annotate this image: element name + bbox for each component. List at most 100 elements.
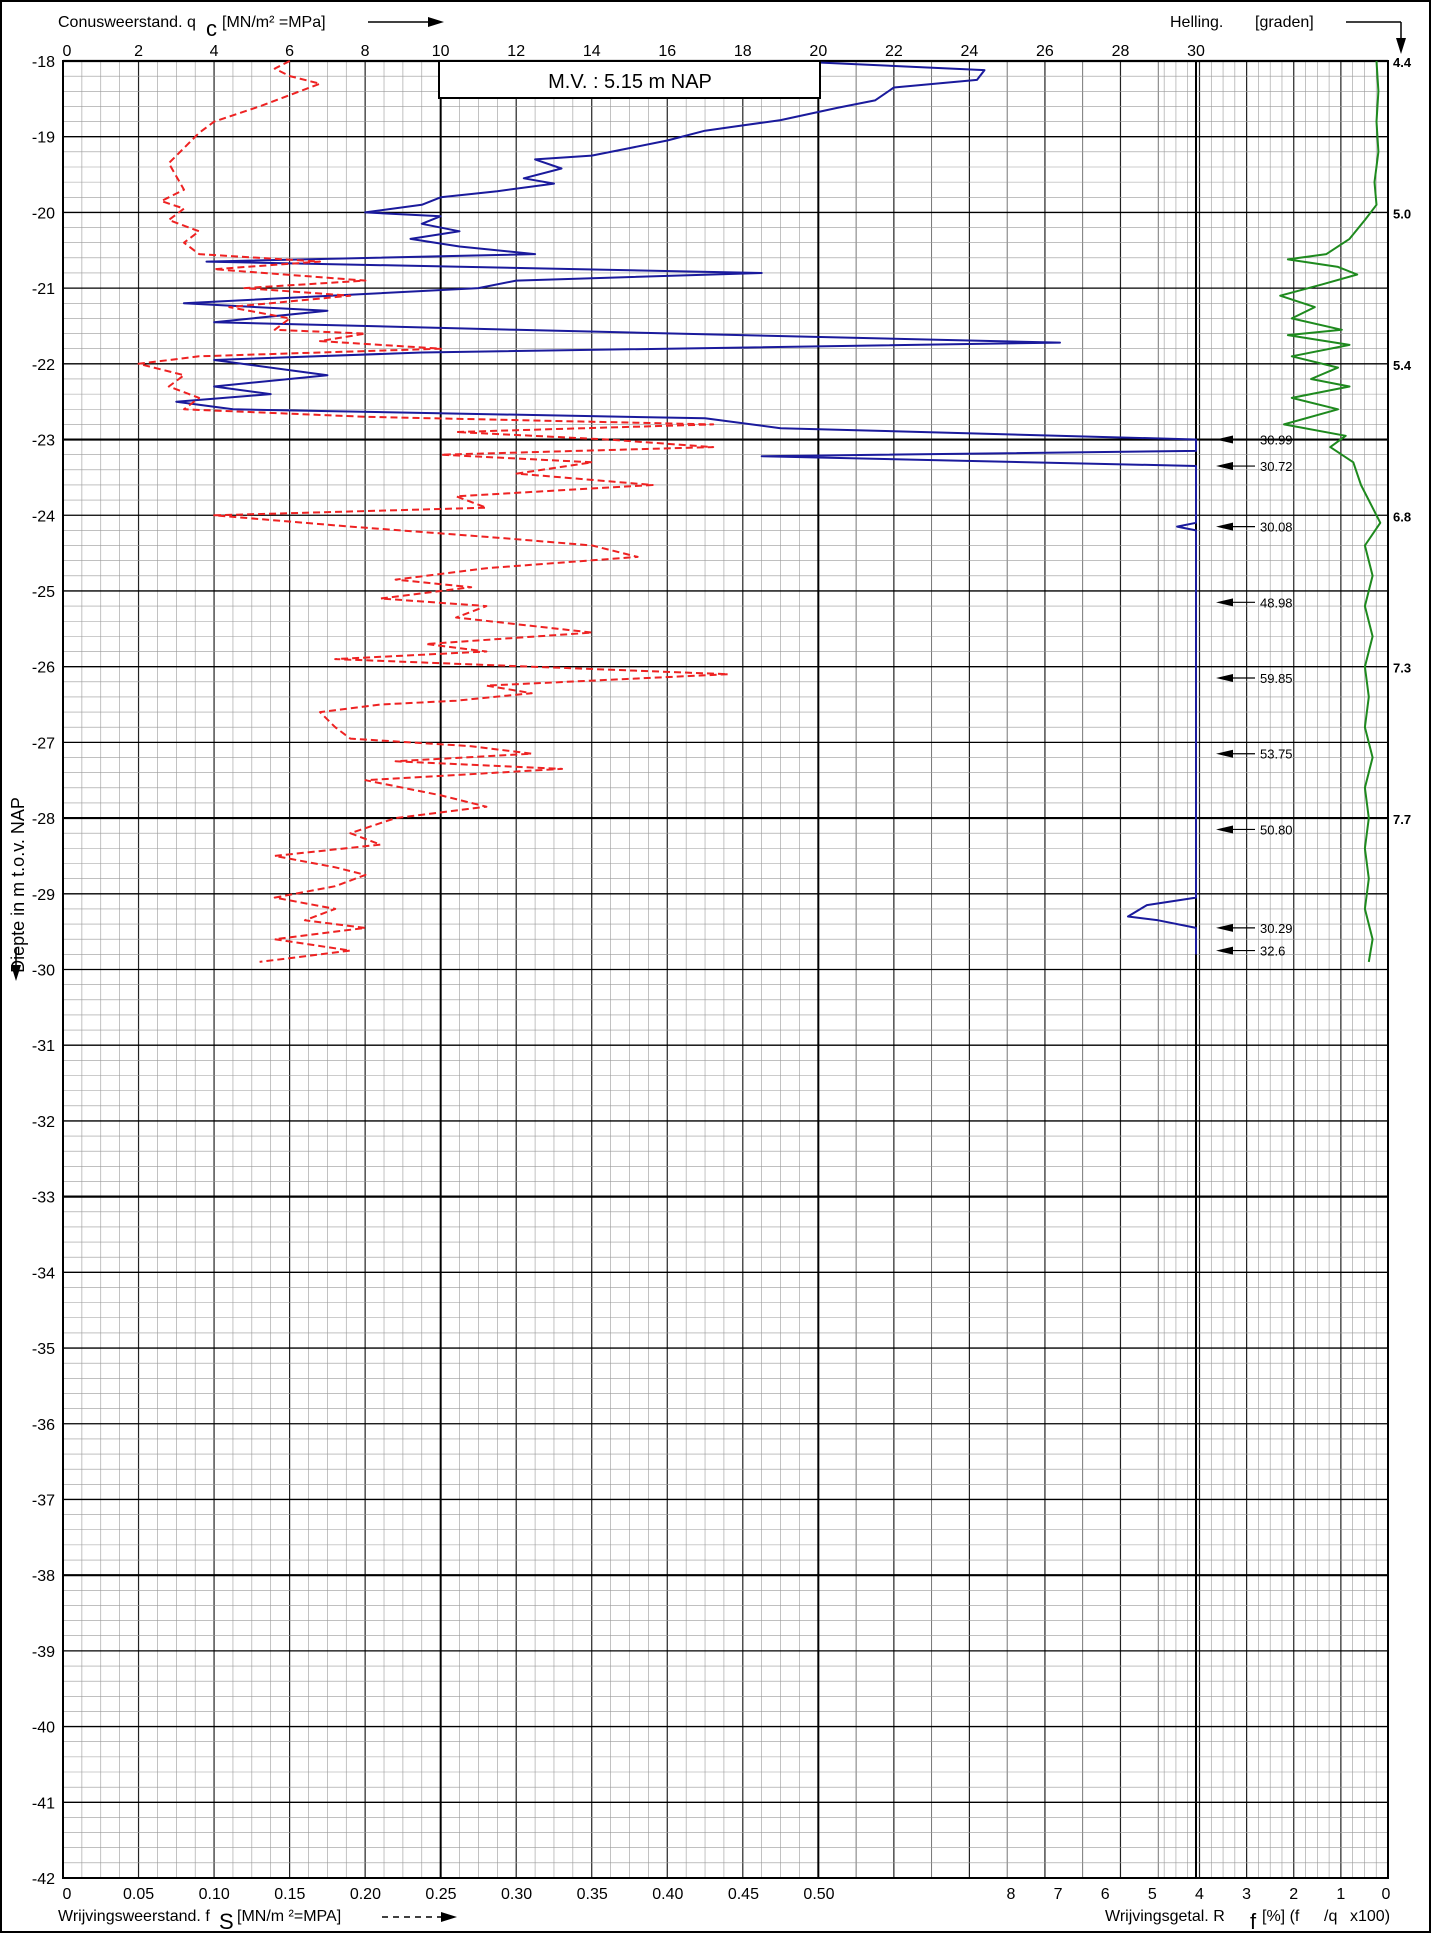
qc-off-scale-annotation: 50.80 [1216, 822, 1293, 837]
depth-tick-label: -41 [32, 1795, 55, 1812]
depth-tick-label: -42 [32, 1871, 55, 1888]
qc-off-scale-annotation: 48.98 [1216, 595, 1293, 610]
fs-tick-label: 0 [63, 1886, 72, 1903]
helling-label: 6.8 [1393, 509, 1411, 524]
helling-label: 4.4 [1393, 55, 1412, 70]
fs-tick-label: 0.35 [577, 1886, 608, 1903]
depth-axis-arrow-icon [11, 965, 21, 981]
depth-tick-label: -31 [32, 1038, 55, 1055]
qc-off-scale-annotation: 59.85 [1216, 671, 1293, 686]
qc-axis-title-sub: c [206, 16, 217, 41]
depth-tick-label: -21 [32, 281, 55, 298]
depth-tick-label: -35 [32, 1341, 55, 1358]
fs-axis-title-sub: S [219, 1909, 234, 1933]
fs-tick-label: 0.20 [350, 1886, 381, 1903]
fs-tick-label: 0.40 [652, 1886, 683, 1903]
qc-off-scale-value: 50.80 [1260, 822, 1293, 837]
rf-tick-label: 5 [1148, 1886, 1157, 1903]
qc-tick-label: 12 [507, 43, 525, 60]
helling-series-line [1279, 60, 1382, 963]
depth-tick-label: -38 [32, 1568, 55, 1585]
qc-tick-label: 24 [961, 43, 979, 60]
qc-tick-label: 22 [885, 43, 903, 60]
helling-axis-unit: [graden] [1255, 14, 1314, 31]
depth-tick-label: -22 [32, 357, 55, 374]
qc-tick-label: 16 [658, 43, 676, 60]
fs-tick-label: 0.50 [803, 1886, 834, 1903]
depth-tick-label: -25 [32, 584, 55, 601]
depth-tick-label: -37 [32, 1492, 55, 1509]
qc-off-scale-annotation: 53.75 [1216, 747, 1293, 762]
qc-off-scale-annotation: 30.99 [1216, 433, 1293, 448]
fs-tick-label: 0.15 [274, 1886, 305, 1903]
fs-tick-label: 0.25 [425, 1886, 456, 1903]
helling-axis-title: Helling. [1170, 14, 1223, 31]
depth-tick-label: -29 [32, 887, 55, 904]
qc-tick-label: 0 [63, 43, 72, 60]
mv-label: M.V. : 5.15 m NAP [548, 71, 712, 93]
qc-off-scale-value: 32.6 [1260, 944, 1285, 959]
rf-tick-label: 8 [1007, 1886, 1016, 1903]
qc-tick-label: 4 [210, 43, 219, 60]
qc-tick-label: 18 [734, 43, 752, 60]
fs-tick-label: 0.45 [728, 1886, 759, 1903]
rf-axis-title-unit2: /q [1324, 1908, 1337, 1925]
qc-tick-label: 6 [285, 43, 294, 60]
qc-off-scale-value: 53.75 [1260, 747, 1293, 762]
fs-series-line [137, 60, 730, 963]
rf-axis-title: Wrijvingsgetal. R [1105, 1908, 1225, 1925]
qc-axis-title-unit: [MN/m² =MPa] [222, 14, 326, 31]
depth-tick-label: -19 [32, 130, 55, 147]
depth-axis-label-group: Diepte in m t.o.v. NAP [8, 797, 28, 981]
fs-axis-title-unit: [MN/m ²=MPA] [237, 1908, 341, 1925]
qc-tick-label: 28 [1112, 43, 1130, 60]
qc-off-scale-value: 30.29 [1260, 921, 1293, 936]
rf-tick-label: 2 [1289, 1886, 1298, 1903]
depth-tick-label: -39 [32, 1644, 55, 1661]
qc-series-line [175, 61, 1197, 955]
qc-axis-title: Conusweerstand. q [58, 14, 196, 31]
depth-tick-label: -30 [32, 963, 55, 980]
helling-label: 7.7 [1393, 812, 1411, 827]
rf-tick-label: 1 [1336, 1886, 1345, 1903]
helling-label: 5.0 [1393, 206, 1411, 221]
rf-tick-label: 0 [1382, 1886, 1391, 1903]
grid [62, 59, 1389, 1879]
depth-tick-label: -26 [32, 660, 55, 677]
mv-box [438, 60, 821, 99]
depth-tick-label: -40 [32, 1720, 55, 1737]
qc-off-scale-annotation: 30.08 [1216, 520, 1293, 535]
helling-axis-arrow-icon [1346, 21, 1406, 54]
fs-tick-label: 0.30 [501, 1886, 532, 1903]
rf-axis-title-unit3: x100) [1350, 1908, 1390, 1925]
fs-axis-arrow-icon [382, 1912, 457, 1922]
qc-off-scale-annotation: 30.29 [1216, 921, 1293, 936]
qc-off-scale-value: 59.85 [1260, 671, 1293, 686]
qc-tick-label: 8 [361, 43, 370, 60]
depth-tick-label: -18 [32, 54, 55, 71]
curves [137, 60, 1382, 963]
qc-off-scale-value: 30.72 [1260, 459, 1293, 474]
depth-tick-label: -32 [32, 1114, 55, 1131]
qc-tick-label: 26 [1036, 43, 1054, 60]
rf-tick-label: 3 [1242, 1886, 1251, 1903]
qc-off-scale-value: 30.08 [1260, 520, 1293, 535]
rf-axis-title-unit: [%] (f [1262, 1908, 1300, 1925]
depth-axis-label: Diepte in m t.o.v. NAP [8, 797, 28, 973]
qc-off-scale-annotation: 30.72 [1216, 459, 1293, 474]
qc-axis-arrow-icon [368, 17, 444, 27]
depth-tick-label: -33 [32, 1190, 55, 1207]
depth-tick-label: -20 [32, 205, 55, 222]
depth-tick-label: -34 [32, 1265, 55, 1282]
rf-tick-label: 7 [1054, 1886, 1063, 1903]
qc-tick-label: 30 [1187, 43, 1205, 60]
depth-tick-label: -36 [32, 1417, 55, 1434]
qc-off-scale-value: 30.99 [1260, 433, 1293, 448]
helling-label: 7.3 [1393, 661, 1411, 676]
qc-tick-label: 14 [583, 43, 601, 60]
qc-tick-label: 20 [809, 43, 827, 60]
qc-off-scale-value: 48.98 [1260, 595, 1293, 610]
fs-tick-label: 0.05 [123, 1886, 154, 1903]
